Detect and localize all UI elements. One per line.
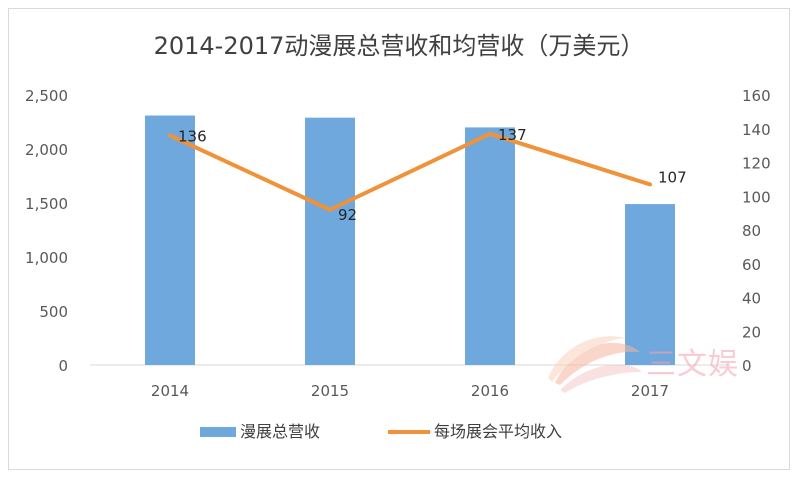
legend-swatch-bar: [200, 427, 236, 437]
bar-2014: [145, 115, 195, 366]
line-data-label: 137: [498, 126, 527, 144]
bar-2016: [465, 127, 515, 366]
right-tick-label: 0: [742, 357, 752, 375]
line-data-labels: 136 92 137 107: [178, 126, 687, 224]
legend-label-line: 每场展会平均收入: [434, 422, 562, 441]
left-tick-label: 2,000: [25, 141, 68, 159]
line-data-label: 136: [178, 128, 207, 146]
right-tick-label: 80: [742, 222, 761, 240]
left-tick-label: 1,500: [25, 195, 68, 213]
right-axis: 0 20 40 60 80 100 120 140 160: [742, 87, 771, 375]
left-tick-label: 500: [39, 303, 68, 321]
x-tick-label: 2015: [311, 382, 349, 400]
left-axis: 0 500 1,000 1,500 2,000 2,500: [25, 87, 68, 375]
x-tick-label: 2014: [151, 382, 189, 400]
line-data-label: 92: [338, 206, 357, 224]
right-tick-label: 60: [742, 256, 761, 274]
legend-label-bar: 漫展总营收: [240, 422, 320, 441]
left-tick-label: 0: [58, 357, 68, 375]
right-tick-label: 100: [742, 188, 771, 206]
x-axis-labels: 2014 2015 2016 2017: [151, 382, 669, 400]
left-tick-label: 2,500: [25, 87, 68, 105]
line-data-label: 107: [658, 168, 687, 186]
right-tick-label: 120: [742, 155, 771, 173]
left-tick-label: 1,000: [25, 249, 68, 267]
right-tick-label: 40: [742, 290, 761, 308]
x-tick-label: 2016: [471, 382, 509, 400]
right-tick-label: 160: [742, 87, 771, 105]
line-series-avg-revenue: [168, 131, 652, 212]
right-tick-label: 20: [742, 323, 761, 341]
chart-title: 2014-2017动漫展总营收和均营收（万美元）: [154, 32, 645, 60]
legend: 漫展总营收 每场展会平均收入: [200, 422, 562, 441]
bar-2017: [625, 204, 675, 365]
bar-2015: [305, 117, 355, 366]
x-tick-label: 2017: [631, 382, 669, 400]
right-tick-label: 140: [742, 121, 771, 139]
bar-series: [145, 115, 675, 366]
watermark-text: 三文娱: [646, 347, 739, 382]
watermark-logo: 三文娱: [548, 336, 739, 393]
